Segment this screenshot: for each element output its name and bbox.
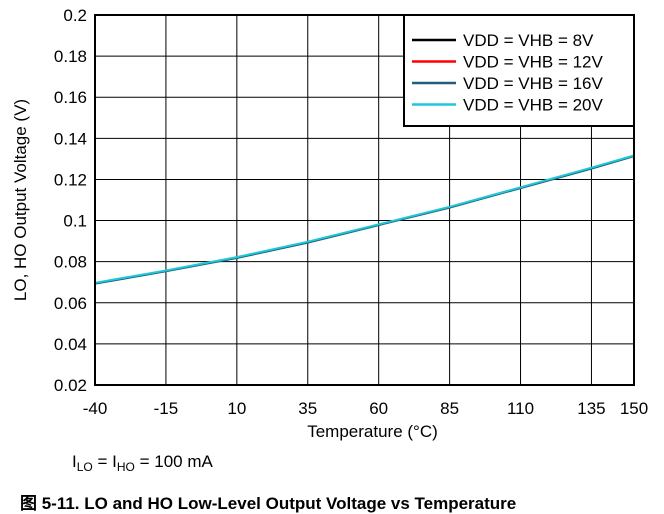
legend-label: VDD = VHB = 16V	[463, 74, 604, 93]
x-tick-label: 10	[227, 399, 246, 418]
y-tick-label: 0.16	[54, 88, 87, 107]
x-tick-label: 110	[507, 399, 534, 418]
legend-label: VDD = VHB = 8V	[463, 31, 594, 50]
y-tick-label: 0.14	[54, 129, 87, 148]
x-tick-label: -40	[83, 399, 108, 418]
x-axis-label: Temperature (°C)	[307, 422, 438, 441]
plot-frame	[94, 14, 635, 386]
test-condition-note: ILO = IHO = 100 mA	[72, 452, 213, 474]
x-tick-label: 60	[369, 399, 388, 418]
legend-label: VDD = VHB = 12V	[463, 53, 604, 72]
y-tick-label: 0.08	[54, 253, 87, 272]
y-tick-label: 0.2	[63, 6, 87, 25]
y-tick-label: 0.1	[63, 212, 87, 231]
y-tick-label: 0.02	[54, 376, 87, 395]
series-line	[94, 154, 635, 284]
series-line	[94, 154, 635, 285]
legend-box	[403, 14, 635, 127]
y-tick-label: 0.04	[54, 335, 87, 354]
legend-label: VDD = VHB = 20V	[463, 96, 604, 115]
x-tick-label: 35	[298, 399, 317, 418]
x-tick-label: 85	[440, 399, 459, 418]
x-tick-label: -15	[154, 399, 179, 418]
y-tick-label: 0.18	[54, 47, 87, 66]
y-tick-label: 0.06	[54, 294, 87, 313]
series-line	[94, 155, 635, 285]
x-tick-label: 150	[620, 399, 648, 418]
x-tick-label: 135	[577, 399, 605, 418]
figure-caption: 图 5-11. LO and HO Low-Level Output Volta…	[20, 494, 517, 513]
legend: VDD = VHB = 8V VDD = VHB = 12V VDD = VHB =…	[403, 14, 635, 127]
series-line	[94, 154, 635, 285]
y-tick-label: 0.12	[54, 170, 87, 189]
y-axis-label: LO, HO Output Voltage (V)	[11, 99, 30, 301]
line-chart: 0.02 0.04 0.06 0.08 0.1 0.12 0.14 0.16 0.18 0.2 -4…	[11, 6, 648, 441]
